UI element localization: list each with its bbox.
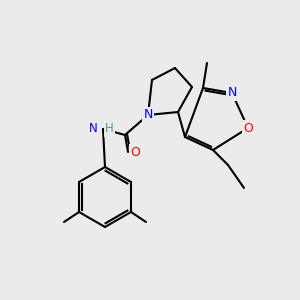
Text: N: N bbox=[89, 122, 98, 136]
Text: O: O bbox=[130, 146, 140, 158]
Text: O: O bbox=[243, 122, 253, 134]
Text: H: H bbox=[105, 122, 114, 136]
Text: N: N bbox=[227, 86, 237, 100]
Text: N: N bbox=[143, 109, 153, 122]
